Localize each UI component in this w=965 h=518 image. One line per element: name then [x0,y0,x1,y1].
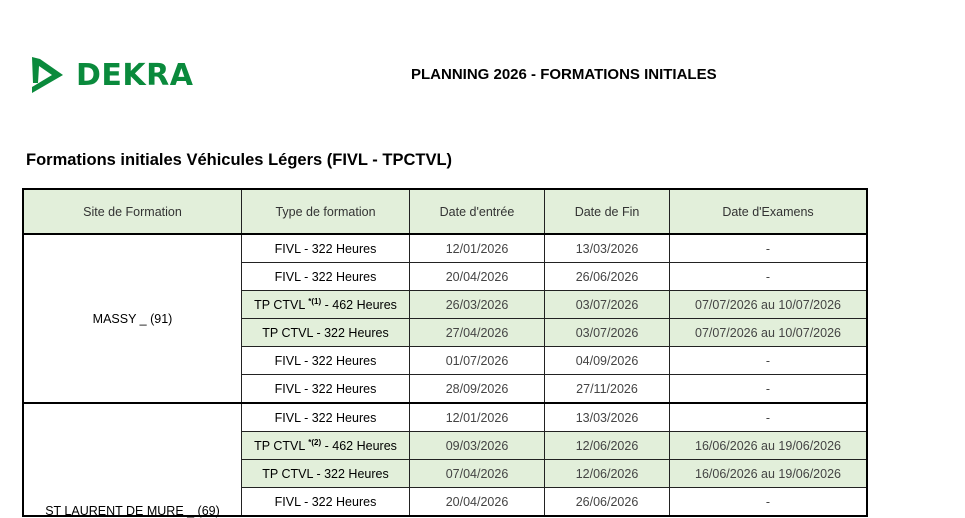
start-date-cell: 12/01/2026 [409,233,545,263]
type-cell: FIVL - 322 Heures [241,374,410,404]
column-header: Type de formation [241,188,410,235]
start-date-cell: 09/03/2026 [409,431,545,460]
dekra-chevron-icon [32,57,63,93]
end-date-cell: 27/11/2026 [544,374,670,404]
exam-date-cell: 16/06/2026 au 19/06/2026 [669,431,868,460]
footnote-marker: *(2) [308,437,322,447]
exam-date-cell: 07/07/2026 au 10/07/2026 [669,290,868,319]
type-cell: FIVL - 322 Heures [241,346,410,375]
table-row: TP CTVL - 322 Heures 07/04/2026 12/06/2026… [23,459,868,488]
table-row: FIVL - 322 Heures 28/09/2026 27/11/2026- [23,374,868,404]
type-cell: TP CTVL - 322 Heures [241,459,410,488]
type-text-rest: - 462 Heures [321,439,397,454]
column-header: Date d'Examens [669,188,868,235]
type-text: FIVL - 322 Heures [274,269,377,284]
end-date-cell: 26/06/2026 [544,262,670,291]
type-cell: TP CTVL *(2) - 462 Heures [241,431,410,460]
type-text: FIVL - 322 Heures [274,241,377,256]
section-title: Formations initiales Véhicules Légers (F… [26,151,453,169]
type-cell: FIVL - 322 Heures [241,233,410,263]
type-text: FIVL - 322 Heures [274,353,377,368]
table-row: TP CTVL - 322 Heures 27/04/2026 03/07/2026… [23,318,868,347]
site-name: MASSY _ (91) [92,311,173,326]
exam-date-cell: 16/06/2026 au 19/06/2026 [669,459,868,488]
type-cell: FIVL - 322 Heures [241,262,410,291]
table-row: FIVL - 322 Heures 20/04/2026 26/06/2026- [23,262,868,291]
end-date-cell: 04/09/2026 [544,346,670,375]
end-date-cell: 13/03/2026 [544,233,670,263]
start-date-cell: 28/09/2026 [409,374,545,404]
start-date-cell: 12/01/2026 [409,402,545,432]
site-name: ST LAURENT DE MURE _ (69) [45,504,220,518]
exam-date-cell: 07/07/2026 au 10/07/2026 [669,318,868,347]
start-date-cell: 27/04/2026 [409,318,545,347]
end-date-cell: 13/03/2026 [544,402,670,432]
end-date-cell: 03/07/2026 [544,318,670,347]
type-cell: FIVL - 322 Heures [241,402,410,432]
type-text: FIVL - 322 Heures [274,410,377,425]
type-text: FIVL - 322 Heures [274,494,377,509]
type-text: TP CTVL [254,439,309,454]
column-header: Site de Formation [22,188,242,235]
table-row: TP CTVL *(1) - 462 Heures 26/03/2026 03/07… [23,290,868,319]
end-date-cell: 12/06/2026 [544,431,670,460]
logo-text: DEKRA [76,57,194,93]
start-date-cell: 26/03/2026 [409,290,545,319]
end-date-cell: 12/06/2026 [544,459,670,488]
type-text: TP CTVL - 322 Heures [262,325,389,340]
site-cell: MASSY _ (91) [22,233,242,404]
start-date-cell: 07/04/2026 [409,459,545,488]
type-cell: TP CTVL - 322 Heures [241,318,410,347]
table-row: TP CTVL *(2) - 462 Heures 09/03/2026 12/06… [23,431,868,460]
type-text: TP CTVL - 322 Heures [262,466,389,481]
table-row: FIVL - 322 Heures 01/07/2026 04/09/2026- [23,346,868,375]
start-date-cell: 01/07/2026 [409,346,545,375]
exam-date-cell: - [669,402,868,432]
type-text: FIVL - 322 Heures [274,381,377,396]
planning-table: Site de Formation Type de formation Date d… [22,188,868,518]
start-date-cell: 20/04/2026 [409,262,545,291]
exam-date-cell: - [669,346,868,375]
exam-date-cell: - [669,374,868,404]
table-row: MASSY _ (91) FIVL - 322 Heures 12/01/2026 1… [22,233,868,404]
type-text-rest: - 462 Heures [321,298,397,313]
end-date-cell: 03/07/2026 [544,290,670,319]
type-text: TP CTVL [254,298,309,313]
footnote-marker: *(1) [308,296,322,306]
column-header: Date de Fin [544,188,670,235]
exam-date-cell: - [669,233,868,263]
table-row: ST LAURENT DE MURE _ (69) FIVL - 322 Heur… [22,402,868,518]
type-cell: TP CTVL *(1) - 462 Heures [241,290,410,319]
site-cell: ST LAURENT DE MURE _ (69) [22,402,242,518]
exam-date-cell: - [669,262,868,291]
dekra-logo: DEKRA [30,55,193,95]
page-title: PLANNING 2026 - FORMATIONS INITIALES [411,66,717,83]
column-header: Date d'entrée [409,188,545,235]
